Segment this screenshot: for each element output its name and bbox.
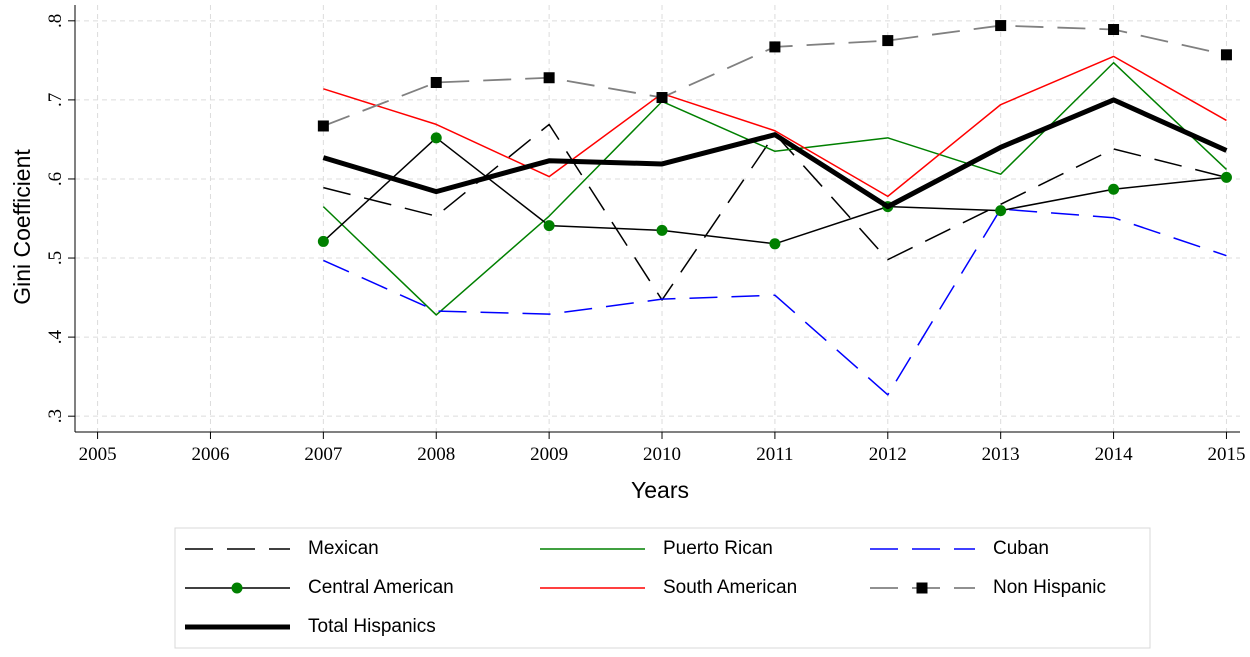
legend-label: Cuban [993, 538, 1049, 559]
point-marker [543, 220, 555, 232]
point-marker [430, 76, 442, 88]
series-line [322, 97, 1228, 210]
x-tick-label: 2005 [79, 444, 117, 465]
x-tick-label: 2009 [530, 444, 568, 465]
y-tick-label: .7 [45, 93, 66, 107]
legend-label: Non Hispanic [993, 577, 1106, 598]
legend-label: Puerto Rican [663, 538, 773, 559]
point-marker [995, 20, 1007, 32]
legend-label: South American [663, 577, 797, 598]
point-marker [543, 72, 555, 84]
x-tick-label: 2012 [869, 444, 907, 465]
series-line [323, 55, 1227, 198]
x-tick-label: 2013 [982, 444, 1020, 465]
legend-marker [231, 582, 243, 594]
point-marker [995, 205, 1007, 217]
series-line [322, 61, 1227, 316]
x-tick-label: 2006 [191, 444, 229, 465]
point-marker [1108, 24, 1120, 36]
point-marker [656, 224, 668, 236]
y-tick-label: .4 [45, 329, 66, 344]
point-marker [1220, 49, 1232, 61]
point-marker [769, 41, 781, 53]
y-tick-label: .5 [45, 251, 66, 265]
point-marker [317, 235, 329, 247]
x-axis-title: Years [631, 477, 689, 503]
point-marker [882, 35, 894, 47]
y-tick-label: .6 [45, 172, 66, 186]
x-tick-label: 2014 [1095, 444, 1134, 465]
x-tick-label: 2007 [304, 444, 342, 465]
y-tick-label: .3 [45, 409, 66, 423]
series-line [323, 208, 1227, 396]
legend-label: Central American [308, 577, 454, 598]
x-tick-label: 2010 [643, 444, 681, 465]
point-marker [769, 238, 781, 250]
legend-marker [916, 582, 928, 594]
point-marker [317, 120, 329, 132]
point-marker [1220, 171, 1232, 183]
x-tick-label: 2011 [756, 444, 793, 465]
y-tick-label: .8 [45, 14, 66, 28]
legend-label: Mexican [308, 538, 379, 559]
x-tick-label: 2008 [417, 444, 455, 465]
point-marker [430, 132, 442, 144]
y-axis-title: Gini Coefficient [9, 149, 35, 305]
legend-box [174, 527, 1151, 649]
legend-label: Total Hispanics [308, 616, 436, 637]
point-marker [1108, 183, 1120, 195]
x-tick-label: 2015 [1207, 444, 1245, 465]
point-marker [656, 92, 668, 104]
